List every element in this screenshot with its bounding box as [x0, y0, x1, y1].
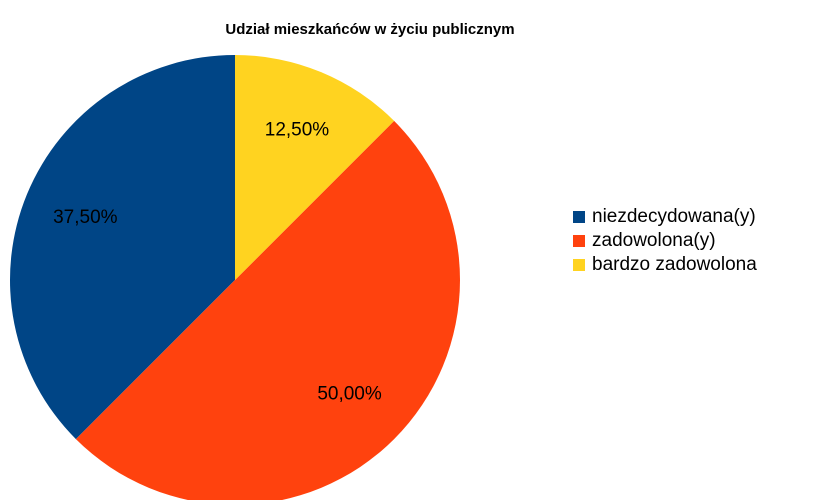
legend-swatch [573, 259, 585, 271]
data-label: 12,50% [265, 119, 330, 140]
data-label: 37,50% [53, 207, 118, 228]
chart-title: Udział mieszkańców w życiu publicznym [225, 21, 514, 38]
data-label: 50,00% [317, 384, 382, 405]
pie-slice [75, 120, 460, 500]
pie-slice [235, 55, 395, 280]
legend-label: bardzo zadowolona [592, 254, 757, 275]
legend-label: niezdecydowana(y) [592, 206, 756, 227]
legend-swatch [573, 211, 585, 223]
legend-label: zadowolona(y) [592, 230, 716, 251]
legend-swatch [573, 235, 585, 247]
pie-slice [9, 55, 235, 440]
